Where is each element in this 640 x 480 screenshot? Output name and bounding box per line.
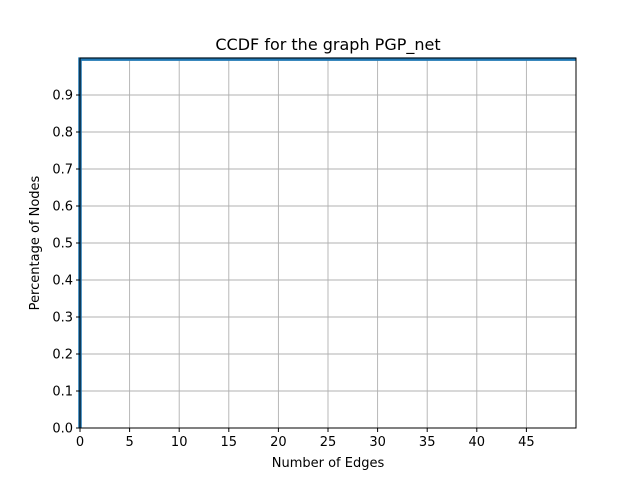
y-tick-label: 0.6 [52, 200, 73, 215]
y-tick-label: 0.0 [52, 422, 73, 437]
y-axis-ticks: 0.0 0.1 0.2 0.3 0.4 0.5 0.6 0.7 0.8 0.9 [52, 89, 80, 437]
x-axis-label: Number of Edges [272, 456, 385, 471]
y-tick-label: 0.8 [52, 126, 73, 141]
y-tick-label: 0.4 [52, 274, 73, 289]
x-tick-label: 30 [369, 435, 386, 450]
y-tick-label: 0.7 [52, 163, 73, 178]
x-tick-label: 5 [125, 435, 133, 450]
y-axis-label: Percentage of Nodes [28, 175, 43, 310]
y-tick-label: 0.3 [52, 311, 73, 326]
x-tick-label: 20 [270, 435, 287, 450]
y-tick-label: 0.1 [52, 385, 73, 400]
x-axis-ticks: 0 5 10 15 20 25 30 35 40 45 [76, 428, 535, 450]
y-tick-label: 0.5 [52, 237, 73, 252]
x-tick-label: 10 [171, 435, 188, 450]
x-tick-label: 25 [320, 435, 337, 450]
grid-lines [79, 58, 576, 429]
y-tick-label: 0.9 [52, 89, 73, 104]
chart-title: CCDF for the graph PGP_net [215, 35, 440, 55]
x-tick-label: 40 [469, 435, 486, 450]
x-tick-label: 45 [518, 435, 535, 450]
x-tick-label: 35 [419, 435, 436, 450]
x-tick-label: 15 [221, 435, 238, 450]
y-tick-label: 0.2 [52, 348, 73, 363]
x-tick-label: 0 [76, 435, 84, 450]
